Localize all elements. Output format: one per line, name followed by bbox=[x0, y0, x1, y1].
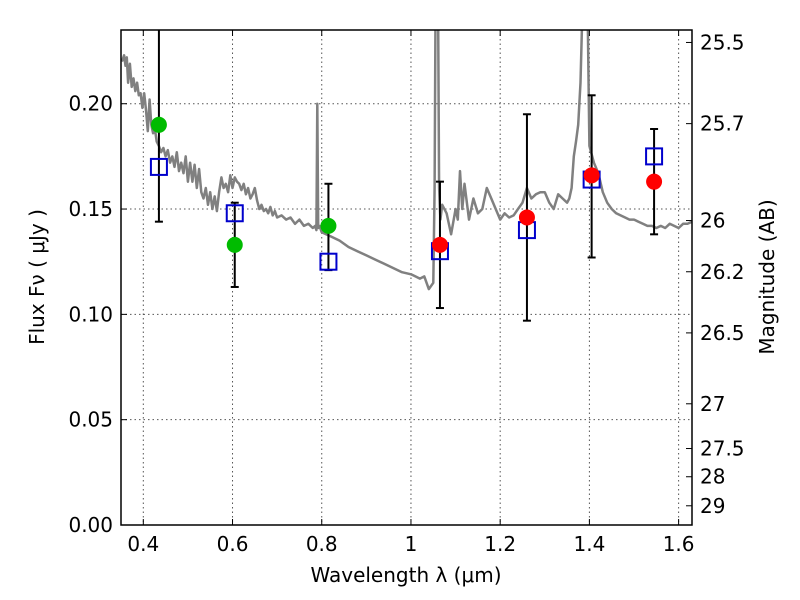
y-tick-label: 0.00 bbox=[68, 513, 113, 537]
x-axis-label: Wavelength λ (μm) bbox=[310, 563, 501, 587]
y-tick-label: 0.20 bbox=[68, 92, 113, 116]
right-tick-label: 26.2 bbox=[700, 260, 745, 284]
photometry-point bbox=[226, 236, 243, 253]
right-tick-label: 25.7 bbox=[700, 112, 745, 136]
photometry-point bbox=[583, 167, 600, 184]
right-tick-label: 28 bbox=[700, 465, 725, 489]
x-tick-label: 1.2 bbox=[484, 532, 516, 556]
right-tick-label: 25.5 bbox=[700, 30, 745, 54]
right-tick-label: 26 bbox=[700, 209, 725, 233]
photometry-point bbox=[518, 209, 535, 226]
x-tick-label: 1 bbox=[405, 532, 418, 556]
axes: 0.4 0.6 0.8 1 1.2 1.4 1.6 0.00 0.05 0.10 0.15 0.20 2… bbox=[68, 30, 745, 556]
photometry-point bbox=[431, 236, 448, 253]
y-tick-label: 0.10 bbox=[68, 302, 113, 326]
grid bbox=[121, 30, 692, 525]
x-tick-label: 0.4 bbox=[127, 532, 159, 556]
spectrum-line bbox=[121, 30, 692, 291]
markers bbox=[149, 116, 664, 271]
right-tick-label: 26.5 bbox=[700, 321, 745, 345]
model-square-point bbox=[645, 147, 664, 166]
x-tick-label: 1.6 bbox=[663, 532, 695, 556]
y-tick-label: 0.15 bbox=[68, 197, 113, 221]
right-axis-label: Magnitude (AB) bbox=[755, 199, 779, 354]
y-tick-label: 0.05 bbox=[68, 408, 113, 432]
model-square-point bbox=[225, 204, 244, 223]
x-tick-label: 0.8 bbox=[306, 532, 338, 556]
photometry-point bbox=[150, 116, 167, 133]
photometry-point bbox=[646, 173, 663, 190]
x-tick-label: 0.6 bbox=[217, 532, 249, 556]
model-square-point bbox=[149, 157, 168, 176]
x-tick-label: 1.4 bbox=[573, 532, 605, 556]
model-square-point bbox=[319, 252, 338, 271]
right-tick-label: 29 bbox=[700, 494, 725, 518]
y-axis-label: Flux Fν ( μJy ) bbox=[25, 209, 49, 345]
right-tick-label: 27 bbox=[700, 392, 725, 416]
right-tick-label: 27.5 bbox=[700, 437, 745, 461]
plot-frame bbox=[120, 29, 693, 526]
photometry-point bbox=[320, 217, 337, 234]
plot-data bbox=[121, 30, 692, 291]
